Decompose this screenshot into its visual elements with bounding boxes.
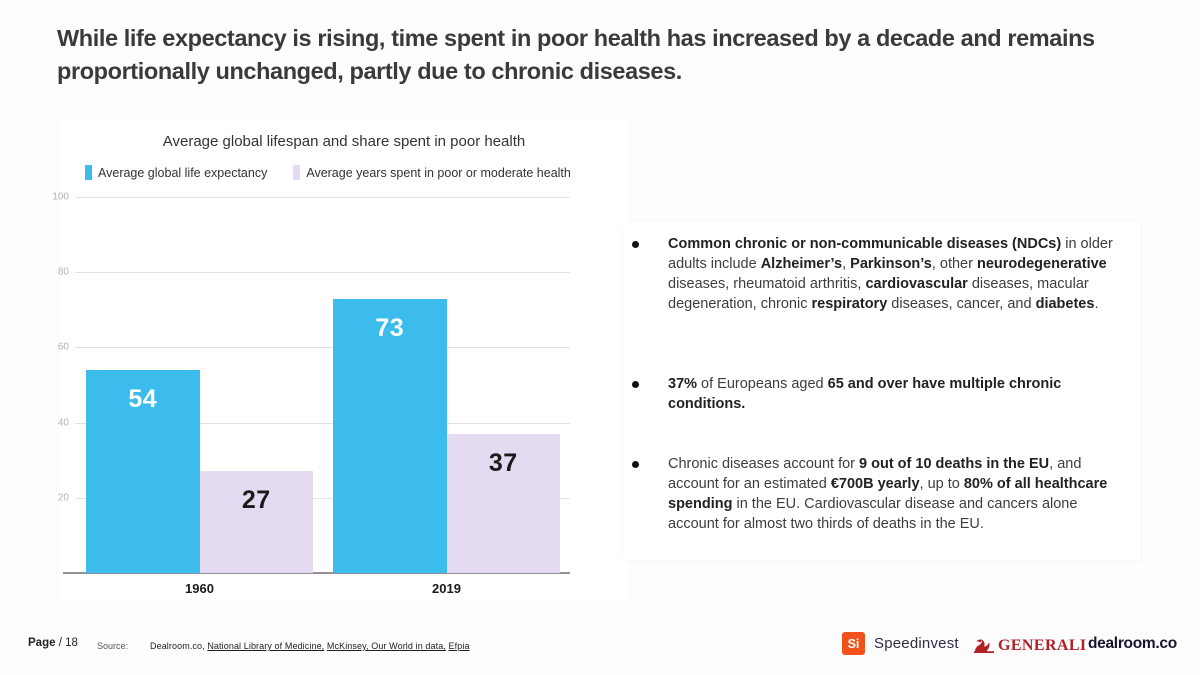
source-link[interactable]: Efpia — [448, 641, 470, 651]
bullet-item: 37% of Europeans aged 65 and over have m… — [632, 374, 1132, 414]
dealroom-logo[interactable]: dealroom.co — [1088, 635, 1177, 652]
y-axis-tick-label: 40 — [57, 417, 69, 429]
text-segment: , up to — [919, 476, 964, 492]
bar-value-label: 73 — [375, 313, 405, 342]
text-segment: Common chronic or non-communicable disea… — [668, 236, 1062, 252]
text-segment: 37% — [668, 376, 698, 392]
bar-value-label: 54 — [128, 384, 158, 413]
bar-2019-series-0: 73 — [333, 298, 447, 573]
text-segment: . — [1094, 296, 1099, 312]
gridline — [75, 272, 570, 274]
gridline — [75, 497, 570, 499]
bullet-dot-icon — [632, 381, 639, 388]
text-segment: in older adults include — [668, 236, 1113, 272]
bullet-dot-icon — [632, 461, 639, 468]
text-segment: Parkinson’s — [850, 256, 932, 272]
y-axis-tick-label: 20 — [57, 492, 69, 504]
legend-item: Average years spent in poor or moderate … — [293, 165, 571, 180]
slide-title: While life expectancy is rising, time sp… — [57, 25, 1095, 84]
speedinvest-logo-text: Speedinvest — [874, 635, 959, 652]
bullet-dot-icon — [632, 241, 639, 248]
legend-label: Average years spent in poor or moderate … — [306, 165, 571, 180]
text-segment: in the EU. Cardiovascular disease and ca… — [668, 496, 1078, 532]
x-axis-line — [63, 572, 570, 574]
bar-1960-series-1: 27 — [199, 471, 313, 573]
legend-swatch-icon — [85, 165, 92, 180]
bar-value-label: 37 — [488, 448, 518, 477]
bullet-text: Chronic diseases account for 9 out of 10… — [668, 454, 1132, 534]
text-segment: diseases, rheumatoid arthritis, — [668, 276, 866, 292]
text-segment: , — [842, 256, 851, 272]
page-indicator: Page / 18 — [28, 637, 78, 649]
bullet-item: Chronic diseases account for 9 out of 10… — [632, 454, 1132, 534]
gridline — [75, 197, 570, 198]
y-axis-tick-label: 60 — [57, 341, 69, 353]
text-segment: , other — [931, 256, 977, 272]
page-number: / 18 — [58, 637, 78, 649]
page-label: Page — [28, 637, 56, 649]
text-segment: of Europeans aged — [697, 376, 828, 392]
bar-2019-series-1: 37 — [446, 433, 560, 573]
chart-legend: Average global life expectancy Average ye… — [85, 165, 571, 180]
x-axis-tick-label: 2019 — [432, 581, 461, 596]
bullet-text: Common chronic or non-communicable disea… — [668, 234, 1132, 314]
legend-item: Average global life expectancy — [85, 165, 267, 180]
speedinvest-mark-icon: Si — [842, 632, 865, 655]
gridline — [75, 422, 570, 424]
speedinvest-logo[interactable]: Si Speedinvest — [842, 632, 959, 655]
source-label: Source: — [97, 641, 129, 651]
text-segment: diseases, cancer, and — [887, 296, 1036, 312]
text-segment: Dealroom.co, — [150, 641, 208, 651]
text-segment: cardiovascular — [865, 276, 968, 292]
gridline — [75, 347, 570, 349]
generali-logo-text: GENERALI — [998, 637, 1087, 654]
text-segment: diabetes — [1035, 296, 1095, 312]
source-links: Dealroom.co, National Library of Medicin… — [150, 641, 470, 651]
bar-value-label: 27 — [241, 486, 271, 515]
text-segment: Chronic diseases account for — [668, 456, 860, 472]
x-axis-tick-label: 1960 — [185, 581, 214, 596]
legend-label: Average global life expectancy — [98, 165, 268, 180]
bullet-item: Common chronic or non-communicable disea… — [632, 234, 1132, 314]
source-link[interactable]: National Library of Medicine, — [207, 641, 325, 651]
bullets-panel: Common chronic or non-communicable disea… — [625, 222, 1140, 560]
chart-plot-area: 20 40 60 80 100 54 27 1960 73 37 2019 — [52, 192, 570, 596]
text-segment: 9 out of 10 deaths in the EU — [859, 456, 1050, 472]
source-link[interactable]: McKinsey, Our World in data, — [326, 641, 446, 651]
bullet-text: 37% of Europeans aged 65 and over have m… — [668, 374, 1132, 414]
text-segment: neurodegenerative — [976, 256, 1107, 272]
legend-swatch-icon — [293, 165, 301, 180]
y-axis-tick-label: 100 — [52, 191, 69, 203]
chart-panel: Average global lifespan and share spent … — [52, 118, 628, 600]
text-segment: , and account for an estimated — [668, 456, 1082, 492]
text-segment: Alzheimer’s — [760, 256, 843, 272]
y-axis-tick-label: 80 — [57, 266, 69, 278]
text-segment: 65 and over have multiple chronic condit… — [668, 376, 1062, 412]
generali-logo[interactable]: GENERALI — [972, 637, 1087, 655]
bar-1960-series-0: 54 — [86, 369, 200, 573]
text-segment: 80% of all healthcare spending — [668, 476, 1108, 512]
text-segment: diseases, macular degeneration, chronic — [668, 276, 1089, 312]
text-segment: respiratory — [811, 296, 888, 312]
chart-title: Average global lifespan and share spent … — [162, 133, 526, 150]
text-segment: €700B yearly — [830, 476, 920, 492]
generali-lion-icon — [974, 638, 994, 653]
